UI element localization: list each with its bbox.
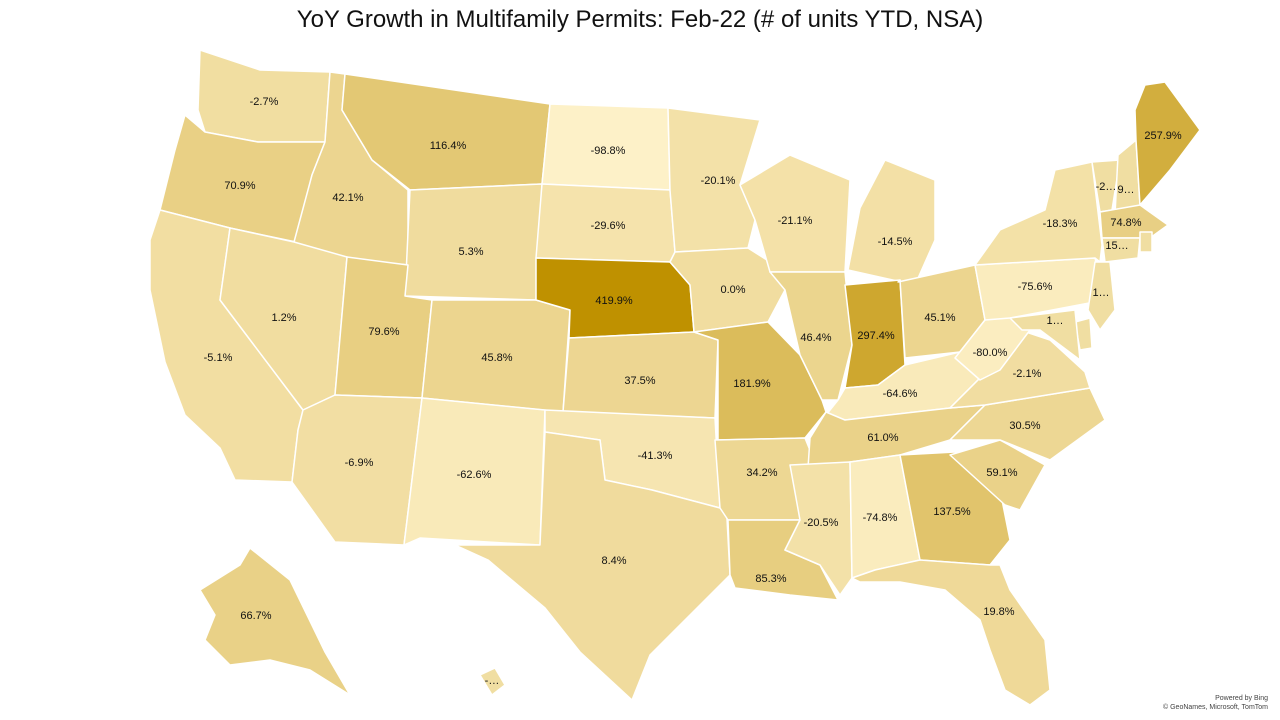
state-ct	[1101, 237, 1141, 263]
state-label-md: 1…	[1046, 315, 1063, 327]
state-label-nc: 30.5%	[1009, 420, 1040, 432]
state-label-va: -2.1%	[1013, 368, 1042, 380]
state-label-mi: -14.5%	[878, 236, 913, 248]
state-ny	[974, 161, 1103, 266]
state-label-tx: 8.4%	[601, 555, 626, 567]
state-ak	[199, 547, 351, 696]
state-label-ma: 74.8%	[1110, 217, 1141, 229]
state-label-co: 45.8%	[481, 352, 512, 364]
state-label-ia: 0.0%	[720, 284, 745, 296]
state-label-id: 42.1%	[332, 192, 363, 204]
attribution-powered-by: Powered by Bing	[1215, 695, 1268, 702]
state-label-mo: 181.9%	[733, 378, 771, 390]
state-label-nj: 1…	[1092, 287, 1109, 299]
state-label-vt: -2…	[1096, 181, 1117, 193]
state-hi	[479, 667, 506, 696]
state-label-mn: -20.1%	[701, 175, 736, 187]
state-label-wy: 5.3%	[458, 246, 483, 258]
attribution-sources: © GeoNames, Microsoft, TomTom	[1163, 704, 1268, 711]
state-label-ok: -41.3%	[638, 450, 673, 462]
state-label-ca: -5.1%	[204, 352, 233, 364]
state-nj	[1087, 261, 1116, 331]
state-label-in: 297.4%	[857, 330, 895, 342]
state-label-ms: -20.5%	[804, 517, 839, 529]
state-label-or: 70.9%	[224, 180, 255, 192]
state-id	[293, 71, 409, 266]
state-label-il: 46.4%	[800, 332, 831, 344]
state-label-fl: 19.8%	[983, 606, 1014, 618]
state-label-sd: -29.6%	[591, 220, 626, 232]
state-fl	[851, 559, 1051, 706]
map-title: YoY Growth in Multifamily Permits: Feb-2…	[296, 6, 984, 33]
state-label-wi: -21.1%	[778, 215, 813, 227]
state-label-sc: 59.1%	[986, 467, 1017, 479]
state-mi	[847, 159, 936, 286]
state-label-ak: 66.7%	[240, 610, 271, 622]
state-wy	[404, 183, 543, 301]
state-label-nv: 1.2%	[271, 312, 296, 324]
state-label-ar: 34.2%	[746, 467, 777, 479]
state-label-nm: -62.6%	[457, 469, 492, 481]
state-label-hi: -…	[485, 675, 500, 687]
state-label-ne: 419.9%	[595, 295, 633, 307]
state-label-az: -6.9%	[345, 457, 374, 469]
state-az	[291, 394, 423, 546]
state-ma	[1099, 204, 1169, 239]
state-label-tn: 61.0%	[867, 432, 898, 444]
state-label-ct: 15…	[1105, 240, 1128, 252]
state-label-ks: 37.5%	[624, 375, 655, 387]
state-md	[1009, 309, 1081, 361]
state-label-la: 85.3%	[755, 573, 786, 585]
state-mn	[667, 107, 761, 253]
state-label-wa: -2.7%	[250, 96, 279, 108]
state-label-pa: -75.6%	[1018, 281, 1053, 293]
state-label-mt: 116.4%	[430, 140, 467, 152]
map-attribution: Powered by Bing © GeoNames, Microsoft, T…	[1163, 694, 1268, 712]
state-me	[1134, 81, 1201, 206]
state-label-ga: 137.5%	[933, 506, 971, 518]
state-sc	[949, 439, 1046, 511]
state-tx	[454, 431, 731, 701]
state-ks	[562, 331, 719, 419]
state-ri	[1139, 231, 1153, 253]
state-label-ky: -64.6%	[883, 388, 918, 400]
state-label-al: -74.8%	[863, 512, 898, 524]
state-label-oh: 45.1%	[924, 312, 955, 324]
state-label-ut: 79.6%	[368, 326, 399, 338]
state-label-nh: 9…	[1117, 184, 1134, 196]
state-label-nd: -98.8%	[591, 145, 626, 157]
state-label-ny: -18.3%	[1043, 218, 1078, 230]
state-nm	[403, 397, 546, 546]
state-label-wv: -80.0%	[973, 347, 1008, 359]
state-label-me: 257.9%	[1144, 130, 1182, 142]
